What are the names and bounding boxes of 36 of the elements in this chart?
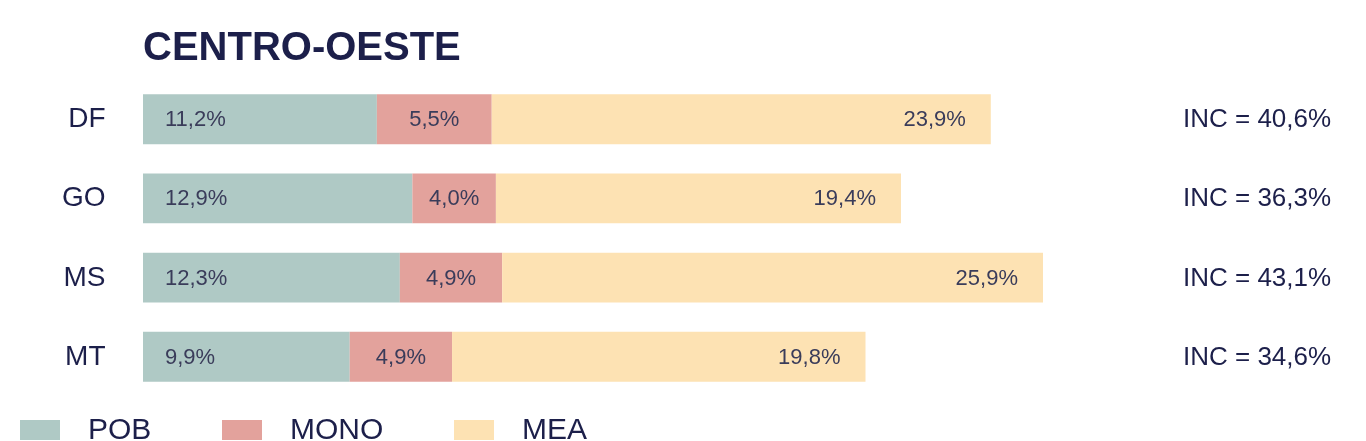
text: INC = 40,6%	[1183, 103, 1332, 134]
text: INC = 34,6%	[1183, 340, 1332, 371]
data-label: 12,9%	[165, 185, 228, 211]
bar	[502, 252, 1043, 303]
legend-label: POB	[88, 412, 152, 441]
data-label: 25,9%	[955, 264, 1018, 290]
bar	[349, 331, 453, 382]
text: INC = 43,1%	[1183, 261, 1332, 292]
data-label: 4,0%	[429, 185, 480, 211]
data-label: 19,8%	[778, 343, 841, 369]
legend-label: MONO	[290, 412, 384, 441]
data-label: 11,2%	[165, 106, 226, 132]
bar	[143, 331, 350, 382]
bar	[399, 252, 503, 303]
bar	[491, 94, 991, 145]
chart-title: CENTRO-OESTE	[143, 24, 461, 68]
legend-label: MEA	[522, 412, 588, 441]
data-label: 4,9%	[375, 343, 426, 369]
data-label: 19,4%	[813, 185, 876, 211]
data-label: 12,3%	[165, 264, 228, 290]
text: INC = 36,3%	[1183, 182, 1332, 213]
bar	[412, 173, 496, 224]
data-label: 4,9%	[425, 264, 477, 290]
bar	[143, 252, 400, 303]
bar	[143, 94, 377, 145]
y-tick-label: GO	[61, 181, 106, 213]
bar	[495, 173, 901, 224]
data-label: 5,5%	[409, 106, 460, 132]
data-label: 23,9%	[903, 106, 966, 132]
bar	[452, 331, 866, 382]
y-tick-label: DF	[68, 102, 106, 134]
y-tick-label: MS	[63, 260, 106, 292]
bar	[143, 173, 413, 224]
bar	[376, 94, 492, 145]
data-label: 9,9%	[165, 343, 216, 369]
y-tick-label: MT	[65, 339, 106, 371]
